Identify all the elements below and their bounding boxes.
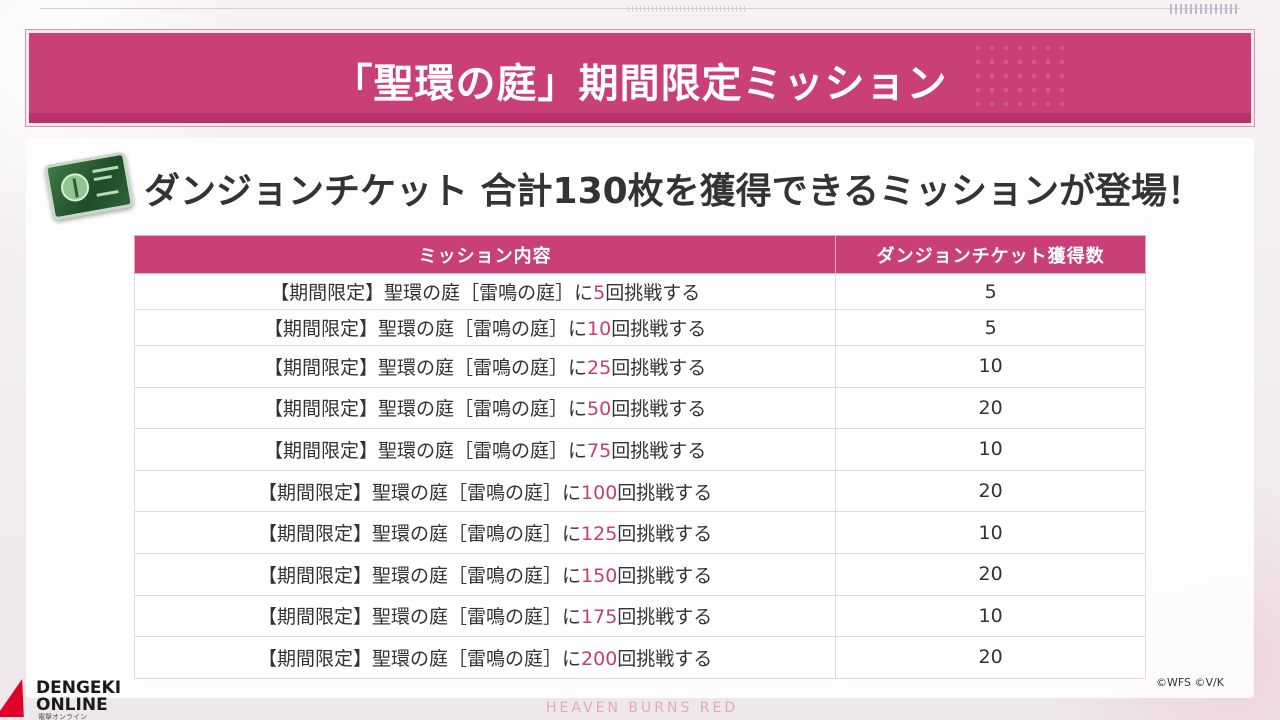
mission-prefix: 【期間限定】聖環の庭［雷鳴の庭］に	[264, 398, 588, 421]
mission-suffix: 回挑戦する	[617, 523, 713, 546]
mission-description: 【期間限定】聖環の庭［雷鳴の庭］に150回挑戦する	[133, 552, 837, 596]
top-decoration	[40, 4, 1240, 14]
ticket-reward: 10	[835, 345, 1146, 388]
watermark-line3: 電撃オンライン	[38, 713, 87, 720]
dengeki-watermark: DENGEKI ONLINE 電撃オンライン	[0, 676, 130, 720]
ticket-reward: 5	[835, 309, 1146, 346]
mission-description: 【期間限定】聖環の庭［雷鳴の庭］に75回挑戦する	[133, 428, 837, 471]
mission-prefix: 【期間限定】聖環の庭［雷鳴の庭］に	[258, 564, 582, 587]
mission-prefix: 【期間限定】聖環の庭［雷鳴の庭］に	[270, 282, 594, 304]
ticket-reward: 5	[835, 273, 1146, 310]
table-row: 【期間限定】聖環の庭［雷鳴の庭］に25回挑戦する 10	[133, 345, 1146, 388]
mission-prefix: 【期間限定】聖環の庭［雷鳴の庭］に	[264, 439, 588, 462]
ticket-reward: 20	[835, 552, 1146, 596]
mission-description: 【期間限定】聖環の庭［雷鳴の庭］に10回挑戦する	[133, 309, 837, 346]
copyright-text: ©WFS ©V/K	[1156, 676, 1224, 689]
table-row: 【期間限定】聖環の庭［雷鳴の庭］に75回挑戦する 10	[133, 428, 1146, 471]
mission-prefix: 【期間限定】聖環の庭［雷鳴の庭］に	[264, 356, 588, 379]
table-row: 【期間限定】聖環の庭［雷鳴の庭］に175回挑戦する 10	[133, 594, 1146, 638]
dengeki-bolt-icon	[0, 679, 37, 717]
watermark-line1: DENGEKI	[36, 678, 122, 698]
table-row: 【期間限定】聖環の庭［雷鳴の庭］に150回挑戦する 20	[133, 552, 1146, 596]
table-header-row: ミッション内容 ダンジョンチケット獲得数	[133, 235, 1146, 274]
title-banner: 「聖環の庭」期間限定ミッション	[26, 30, 1254, 126]
mission-count: 10	[587, 318, 612, 340]
mission-description: 【期間限定】聖環の庭［雷鳴の庭］に50回挑戦する	[133, 386, 837, 430]
mission-suffix: 回挑戦する	[611, 356, 707, 379]
table-row: 【期間限定】聖環の庭［雷鳴の庭］に100回挑戦する 20	[133, 469, 1146, 513]
column-header-tickets: ダンジョンチケット獲得数	[835, 235, 1146, 274]
mission-description: 【期間限定】聖環の庭［雷鳴の庭］に25回挑戦する	[133, 345, 837, 388]
mission-description: 【期間限定】聖環の庭［雷鳴の庭］に200回挑戦する	[133, 636, 837, 679]
ticket-reward: 20	[835, 469, 1146, 513]
mission-prefix: 【期間限定】聖環の庭［雷鳴の庭］に	[258, 481, 582, 504]
mission-count: 50	[587, 398, 612, 421]
mission-description: 【期間限定】聖環の庭［雷鳴の庭］に5回挑戦する	[133, 273, 837, 310]
mission-count: 175	[581, 606, 618, 629]
mission-prefix: 【期間限定】聖環の庭［雷鳴の庭］に	[258, 647, 582, 670]
mission-count: 100	[581, 481, 618, 504]
table-row: 【期間限定】聖環の庭［雷鳴の庭］に200回挑戦する 20	[133, 636, 1146, 679]
mission-description: 【期間限定】聖環の庭［雷鳴の庭］に125回挑戦する	[133, 511, 837, 554]
ticket-reward: 20	[835, 636, 1146, 679]
ticket-reward: 10	[835, 511, 1146, 554]
mission-suffix: 回挑戦する	[611, 398, 707, 421]
mission-description: 【期間限定】聖環の庭［雷鳴の庭］に100回挑戦する	[133, 469, 837, 513]
mission-count: 150	[581, 564, 618, 587]
ticket-reward: 10	[835, 594, 1146, 638]
table-row: 【期間限定】聖環の庭［雷鳴の庭］に125回挑戦する 10	[133, 511, 1146, 554]
column-header-mission: ミッション内容	[133, 235, 837, 274]
table-row: 【期間限定】聖環の庭［雷鳴の庭］に5回挑戦する 5	[133, 273, 1146, 310]
mission-count: 75	[587, 439, 612, 462]
mission-suffix: 回挑戦する	[617, 564, 713, 587]
mission-suffix: 回挑戦する	[617, 647, 713, 670]
headline: ダンジョンチケット 合計130枚を獲得できるミッションが登場！	[144, 171, 1203, 212]
watermark-line2: ONLINE	[36, 695, 108, 715]
mission-suffix: 回挑戦する	[605, 282, 701, 304]
game-logo: HEAVEN BURNS RED	[546, 700, 739, 716]
mission-prefix: 【期間限定】聖環の庭［雷鳴の庭］に	[258, 523, 582, 546]
ticket-reward: 20	[835, 386, 1146, 430]
table-row: 【期間限定】聖環の庭［雷鳴の庭］に10回挑戦する 5	[133, 309, 1146, 346]
page-title: 「聖環の庭」期間限定ミッション	[332, 61, 948, 107]
mission-description: 【期間限定】聖環の庭［雷鳴の庭］に175回挑戦する	[133, 594, 837, 638]
mission-count: 125	[581, 523, 618, 546]
mission-prefix: 【期間限定】聖環の庭［雷鳴の庭］に	[258, 606, 582, 629]
table-row: 【期間限定】聖環の庭［雷鳴の庭］に50回挑戦する 20	[133, 386, 1146, 430]
mission-count: 25	[587, 356, 612, 379]
mission-table: ミッション内容 ダンジョンチケット獲得数 【期間限定】聖環の庭［雷鳴の庭］に5回…	[133, 235, 1146, 679]
mission-suffix: 回挑戦する	[611, 318, 707, 340]
mission-count: 200	[581, 647, 618, 670]
mission-suffix: 回挑戦する	[617, 606, 713, 629]
mission-suffix: 回挑戦する	[617, 481, 713, 504]
ticket-reward: 10	[835, 428, 1146, 471]
mission-suffix: 回挑戦する	[611, 439, 707, 462]
mission-prefix: 【期間限定】聖環の庭［雷鳴の庭］に	[264, 318, 588, 340]
mission-count: 5	[593, 282, 606, 304]
